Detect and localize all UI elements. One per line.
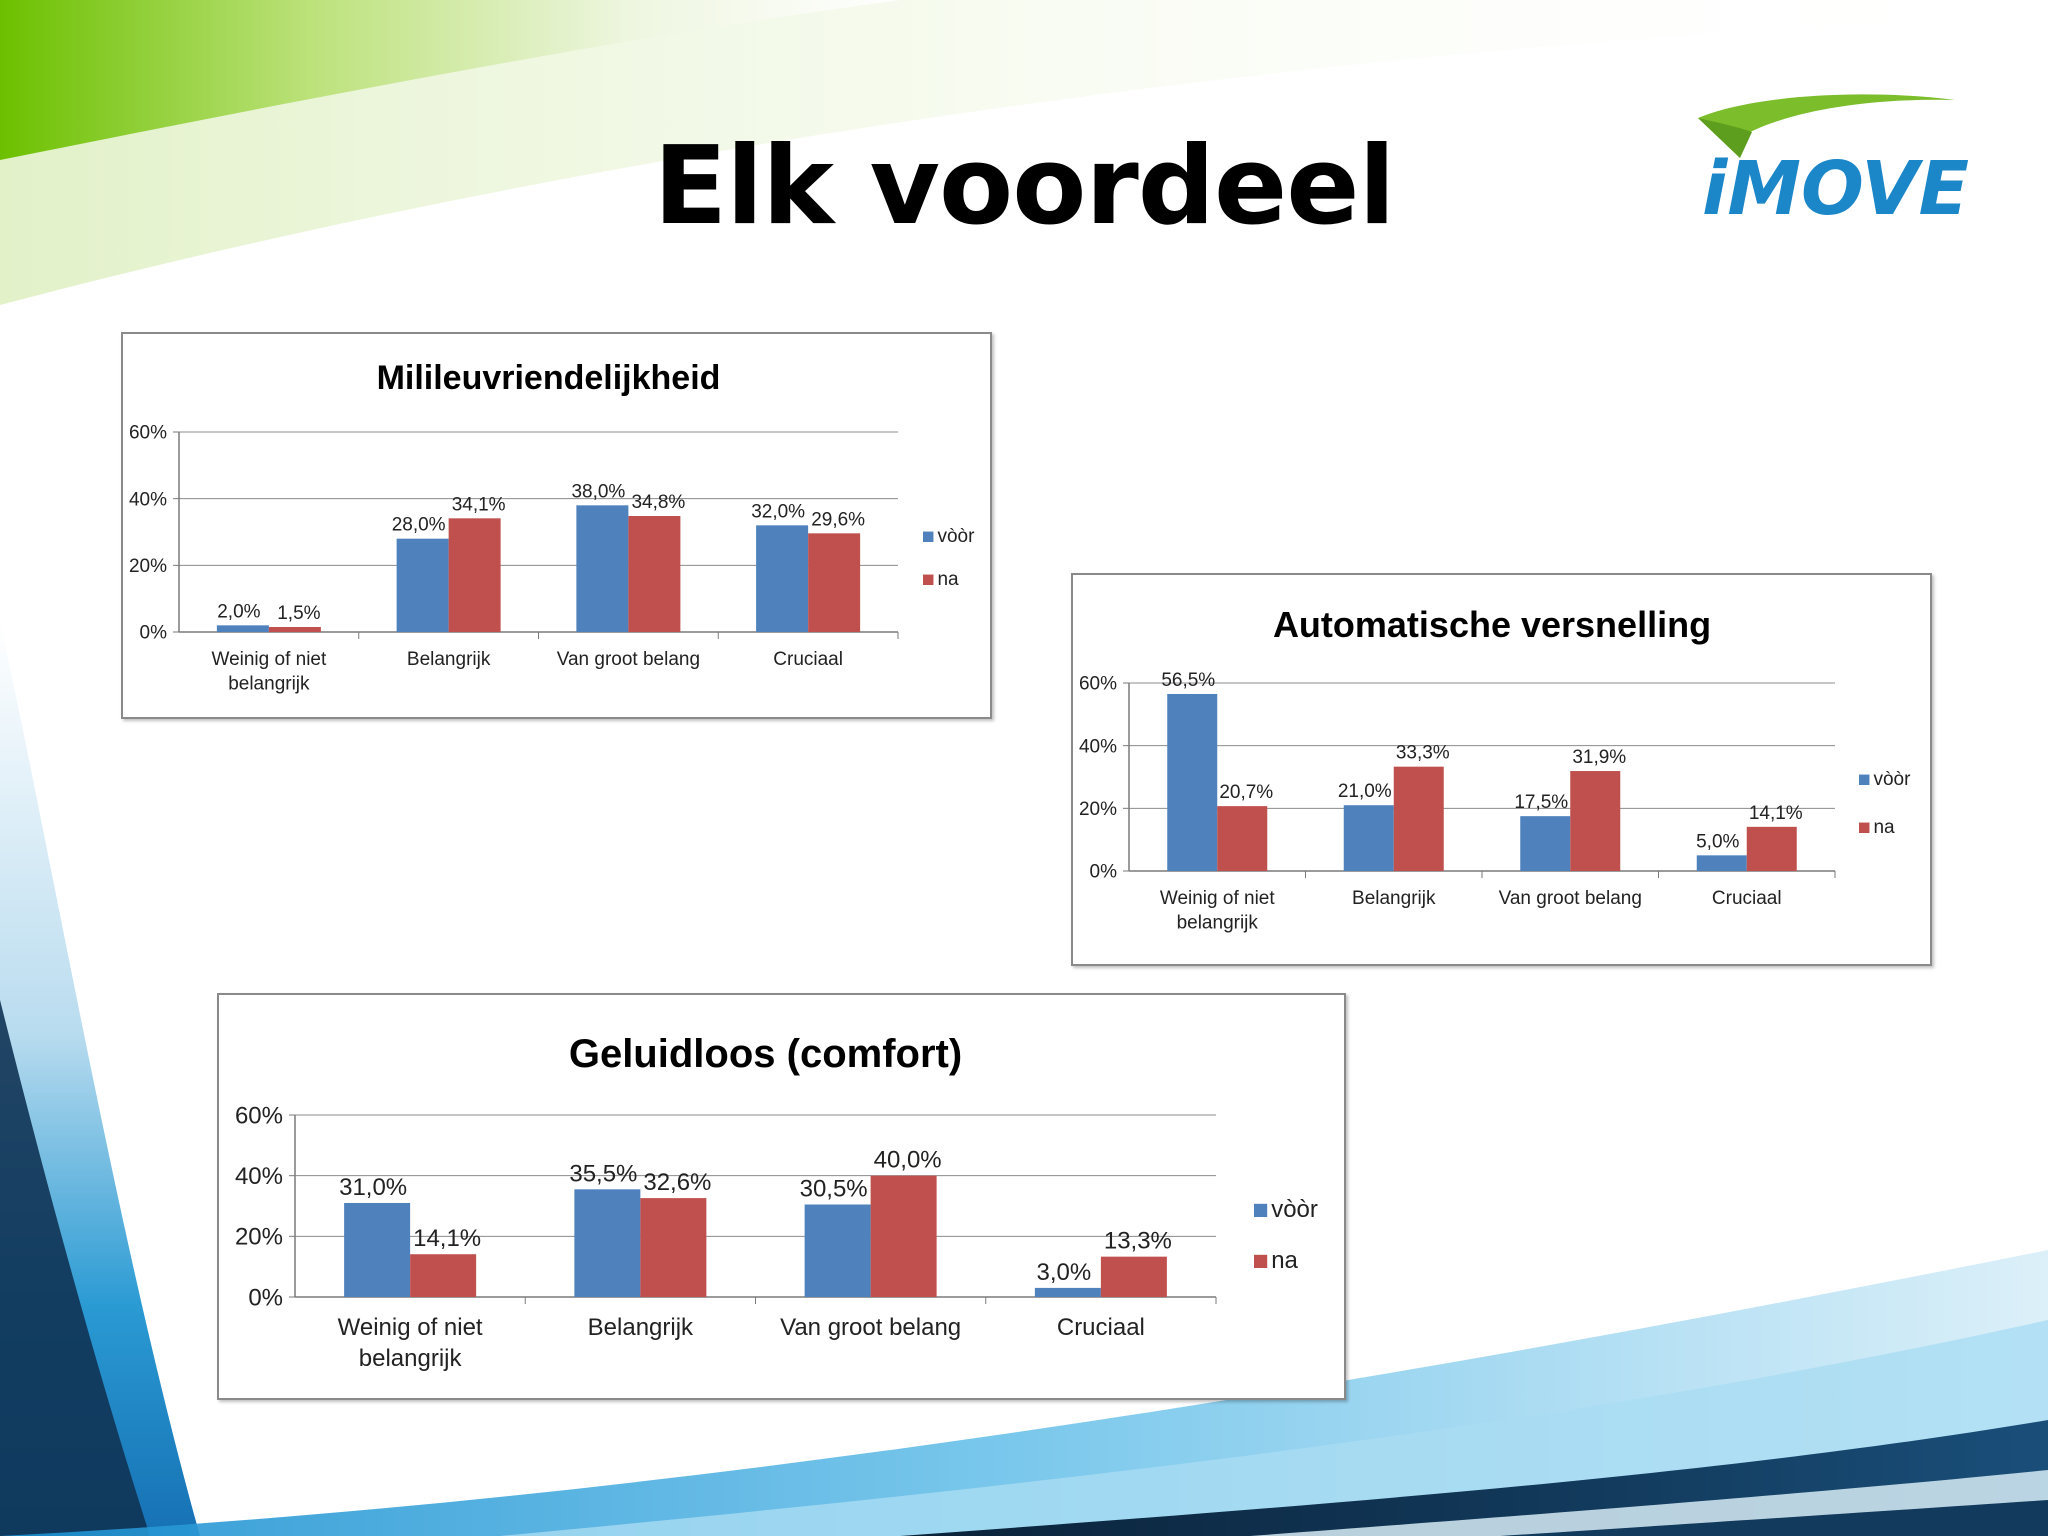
chart-automatische-versnelling: Automatische versnelling 0% 20% 40% 60% 56,5%… bbox=[1071, 573, 1932, 966]
data-label: 13,3% bbox=[1104, 1228, 1172, 1255]
data-label: 1,5% bbox=[277, 603, 320, 624]
category-label: Cruciaal bbox=[1712, 888, 1782, 909]
y-tick-label: 60% bbox=[235, 1102, 283, 1129]
y-tick-label: 20% bbox=[129, 556, 167, 577]
data-label: 20,7% bbox=[1219, 782, 1273, 803]
data-label: 35,5% bbox=[569, 1160, 637, 1187]
data-label: 28,0% bbox=[392, 515, 446, 536]
legend-label: vòòr bbox=[1271, 1196, 1318, 1223]
legend-swatch bbox=[1254, 1203, 1268, 1217]
bar-na bbox=[1100, 1256, 1167, 1297]
bar-na bbox=[640, 1198, 707, 1297]
bar-voor bbox=[1034, 1287, 1101, 1297]
y-tick-label: 40% bbox=[129, 489, 167, 510]
data-label: 3,0% bbox=[1037, 1259, 1092, 1286]
data-label: 33,3% bbox=[1396, 743, 1450, 764]
bar-voor bbox=[1696, 855, 1747, 871]
bar-voor bbox=[576, 505, 629, 632]
slide-title: Elk voordeel bbox=[653, 124, 1395, 249]
bar-voor bbox=[1343, 805, 1394, 871]
bar-voor bbox=[804, 1204, 871, 1297]
chart-milieuvriendelijkheid: Milileuvriendelijkheid 0% 20% 40% 60% 2,0% 1,5… bbox=[121, 332, 992, 719]
bar-voor bbox=[344, 1202, 411, 1297]
legend-label: na bbox=[1271, 1247, 1298, 1274]
data-label: 14,1% bbox=[1749, 803, 1803, 824]
data-label: 40,0% bbox=[874, 1147, 942, 1174]
bar-voor bbox=[396, 538, 449, 632]
legend-swatch bbox=[1254, 1254, 1268, 1268]
bar-na bbox=[628, 516, 681, 632]
data-label: 30,5% bbox=[800, 1175, 868, 1202]
data-label: 32,6% bbox=[643, 1169, 711, 1196]
data-label: 34,8% bbox=[631, 492, 685, 513]
legend-swatch bbox=[923, 531, 934, 542]
bar-voor bbox=[574, 1189, 641, 1297]
chart-geluidloos: Geluidloos (comfort) 0% 20% 40% 60% 31,0% 14,1… bbox=[217, 993, 1346, 1400]
bar-na bbox=[268, 627, 321, 632]
data-label: 14,1% bbox=[413, 1225, 481, 1252]
bar-voor bbox=[1520, 816, 1571, 871]
bar-voor bbox=[1167, 693, 1218, 871]
category-label: Belangrijk bbox=[407, 649, 491, 670]
category-label: Cruciaal bbox=[773, 649, 843, 670]
chart-svg-2: Geluidloos (comfort) 0% 20% 40% 60% 31,0%14,1… bbox=[235, 1032, 1318, 1372]
y-tick-label: 40% bbox=[235, 1163, 283, 1190]
chart-svg-0: Milileuvriendelijkheid 0% 20% 40% 60% 2,0% 1,5… bbox=[129, 359, 975, 695]
bar-na bbox=[448, 518, 501, 632]
category-label: Cruciaal bbox=[1057, 1314, 1145, 1341]
legend-label: vòòr bbox=[1873, 769, 1911, 790]
category-label: Van groot belang bbox=[780, 1314, 961, 1341]
category-label: Weinig of niet belangrijk bbox=[1160, 888, 1275, 934]
bar-na bbox=[1570, 771, 1621, 871]
y-tick-label: 20% bbox=[235, 1224, 283, 1251]
chart-title: Geluidloos (comfort) bbox=[569, 1032, 962, 1076]
bar-na bbox=[808, 533, 861, 632]
legend-swatch bbox=[1859, 774, 1870, 785]
y-tick-label: 0% bbox=[140, 623, 168, 644]
y-tick-label: 60% bbox=[1079, 674, 1117, 695]
chart-title: Automatische versnelling bbox=[1273, 604, 1711, 645]
bar-na bbox=[1393, 766, 1444, 871]
imove-logo: iMOVE bbox=[1698, 94, 1969, 232]
legend-label: na bbox=[1873, 817, 1895, 838]
y-tick-label: 0% bbox=[1090, 862, 1118, 883]
data-label: 17,5% bbox=[1514, 792, 1568, 813]
category-label: Belangrijk bbox=[588, 1314, 694, 1341]
bar-na bbox=[410, 1254, 477, 1297]
category-label: Belangrijk bbox=[1352, 888, 1436, 909]
data-label: 21,0% bbox=[1338, 781, 1392, 802]
y-tick-label: 60% bbox=[129, 423, 167, 444]
bar-voor bbox=[756, 525, 809, 632]
data-label: 34,1% bbox=[452, 494, 506, 515]
chart-svg-1: Automatische versnelling 0% 20% 40% 60% 56,5%… bbox=[1079, 604, 1911, 934]
data-label: 31,0% bbox=[339, 1174, 407, 1201]
legend-label: vòòr bbox=[937, 526, 975, 547]
legend-swatch bbox=[923, 574, 934, 585]
y-tick-label: 20% bbox=[1079, 799, 1117, 820]
data-label: 56,5% bbox=[1161, 670, 1215, 691]
bar-na bbox=[1217, 806, 1268, 871]
data-label: 38,0% bbox=[571, 481, 625, 502]
category-label: Weinig of niet belangrijk bbox=[338, 1314, 483, 1372]
bar-na bbox=[1746, 826, 1797, 871]
y-tick-label: 0% bbox=[248, 1284, 283, 1311]
data-label: 2,0% bbox=[217, 601, 260, 622]
data-label: 31,9% bbox=[1572, 747, 1626, 768]
bar-voor bbox=[216, 625, 269, 632]
data-label: 5,0% bbox=[1696, 831, 1739, 852]
category-label: Weinig of niet belangrijk bbox=[211, 649, 326, 695]
bar-na bbox=[870, 1175, 937, 1297]
legend-label: na bbox=[937, 569, 959, 590]
data-label: 32,0% bbox=[751, 501, 805, 522]
category-label: Van groot belang bbox=[557, 649, 700, 670]
y-tick-label: 40% bbox=[1079, 736, 1117, 757]
legend-swatch bbox=[1859, 822, 1870, 833]
data-label: 29,6% bbox=[811, 509, 865, 530]
logo-text: iMOVE bbox=[1702, 146, 1969, 232]
chart-title: Milileuvriendelijkheid bbox=[377, 359, 721, 397]
category-label: Van groot belang bbox=[1499, 888, 1642, 909]
